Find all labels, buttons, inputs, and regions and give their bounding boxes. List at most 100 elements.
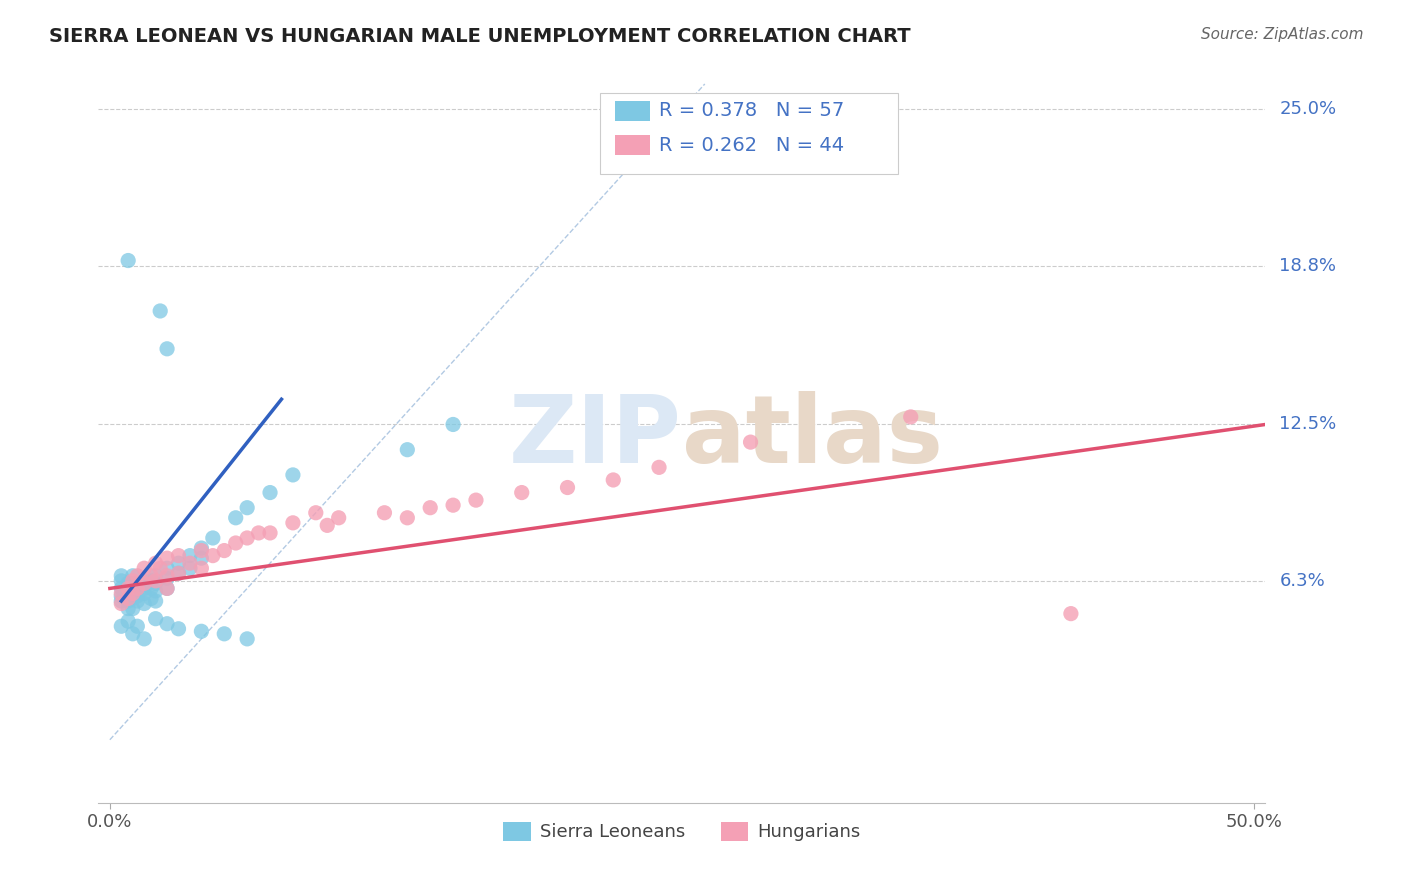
Text: 25.0%: 25.0%	[1279, 100, 1337, 119]
Point	[328, 510, 350, 524]
Point	[139, 574, 162, 588]
Text: 6.3%: 6.3%	[1279, 572, 1324, 590]
Point	[127, 589, 149, 603]
Point	[121, 576, 143, 591]
Point	[156, 569, 179, 583]
Point	[167, 566, 190, 581]
Point	[121, 586, 143, 600]
Point	[259, 525, 281, 540]
Point	[281, 467, 304, 482]
Point	[127, 582, 149, 596]
Point	[190, 624, 212, 639]
Point	[134, 597, 156, 611]
Point	[236, 500, 259, 515]
Point	[145, 556, 167, 570]
Point	[465, 493, 488, 508]
Point	[145, 569, 167, 583]
Point	[214, 543, 236, 558]
Point	[110, 594, 132, 608]
Point	[134, 576, 156, 591]
Point	[121, 582, 143, 596]
Point	[201, 549, 224, 563]
Point	[117, 591, 139, 606]
Point	[156, 571, 179, 585]
Point	[110, 619, 132, 633]
Point	[117, 586, 139, 600]
Point	[145, 574, 167, 588]
Point	[127, 582, 149, 596]
Point	[121, 574, 143, 588]
Point	[201, 531, 224, 545]
Point	[167, 622, 190, 636]
Point	[419, 500, 441, 515]
Point	[149, 561, 172, 575]
Text: 12.5%: 12.5%	[1279, 416, 1337, 434]
Point	[316, 518, 339, 533]
Point	[156, 561, 179, 575]
Point	[190, 551, 212, 566]
Point	[117, 614, 139, 628]
Point	[110, 569, 132, 583]
Point	[139, 582, 162, 596]
Point	[236, 531, 259, 545]
Point	[156, 616, 179, 631]
Point	[117, 253, 139, 268]
Point	[225, 536, 247, 550]
Point	[127, 594, 149, 608]
Text: atlas: atlas	[682, 391, 943, 483]
Point	[117, 582, 139, 596]
Point	[281, 516, 304, 530]
Point	[167, 549, 190, 563]
Point	[156, 582, 179, 596]
Point	[110, 586, 132, 600]
Point	[602, 473, 624, 487]
Point	[145, 583, 167, 598]
Point	[156, 342, 179, 356]
Point	[648, 460, 671, 475]
Point	[557, 481, 579, 495]
Point	[127, 619, 149, 633]
Point	[1060, 607, 1083, 621]
Point	[167, 566, 190, 581]
Text: ZIP: ZIP	[509, 391, 682, 483]
Bar	[616, 101, 651, 121]
Point	[179, 561, 201, 575]
Point	[396, 510, 419, 524]
Point	[145, 594, 167, 608]
Point	[900, 409, 922, 424]
Bar	[616, 135, 651, 155]
Point	[190, 543, 212, 558]
Point	[134, 632, 156, 646]
Point	[127, 569, 149, 583]
Point	[121, 627, 143, 641]
Point	[110, 597, 132, 611]
Text: R = 0.262   N = 44: R = 0.262 N = 44	[658, 136, 844, 154]
Point	[149, 304, 172, 318]
Point	[740, 435, 762, 450]
Point	[145, 576, 167, 591]
Point	[145, 612, 167, 626]
FancyBboxPatch shape	[600, 94, 898, 174]
Point	[134, 586, 156, 600]
Point	[305, 506, 328, 520]
Point	[139, 569, 162, 583]
Legend: Sierra Leoneans, Hungarians: Sierra Leoneans, Hungarians	[496, 814, 868, 848]
Point	[441, 498, 464, 512]
Point	[156, 551, 179, 566]
Point	[110, 574, 132, 588]
Point	[179, 549, 201, 563]
Point	[190, 561, 212, 575]
Point	[110, 589, 132, 603]
Point	[225, 510, 247, 524]
Point	[121, 601, 143, 615]
Point	[441, 417, 464, 432]
Text: SIERRA LEONEAN VS HUNGARIAN MALE UNEMPLOYMENT CORRELATION CHART: SIERRA LEONEAN VS HUNGARIAN MALE UNEMPLO…	[49, 27, 911, 45]
Point	[110, 582, 132, 596]
Point	[247, 525, 270, 540]
Point	[134, 574, 156, 588]
Point	[510, 485, 533, 500]
Point	[117, 594, 139, 608]
Point	[236, 632, 259, 646]
Text: Source: ZipAtlas.com: Source: ZipAtlas.com	[1201, 27, 1364, 42]
Point	[134, 561, 156, 575]
